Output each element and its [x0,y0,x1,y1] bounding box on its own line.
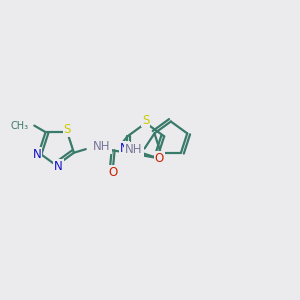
Text: N: N [32,148,41,161]
Text: O: O [154,152,164,164]
Text: O: O [109,166,118,178]
Text: NH: NH [125,142,142,156]
Text: CH₃: CH₃ [11,121,29,130]
Text: N: N [54,160,63,173]
Text: N: N [120,142,129,155]
Text: NH: NH [93,140,111,153]
Text: S: S [142,113,149,127]
Text: S: S [64,123,71,136]
